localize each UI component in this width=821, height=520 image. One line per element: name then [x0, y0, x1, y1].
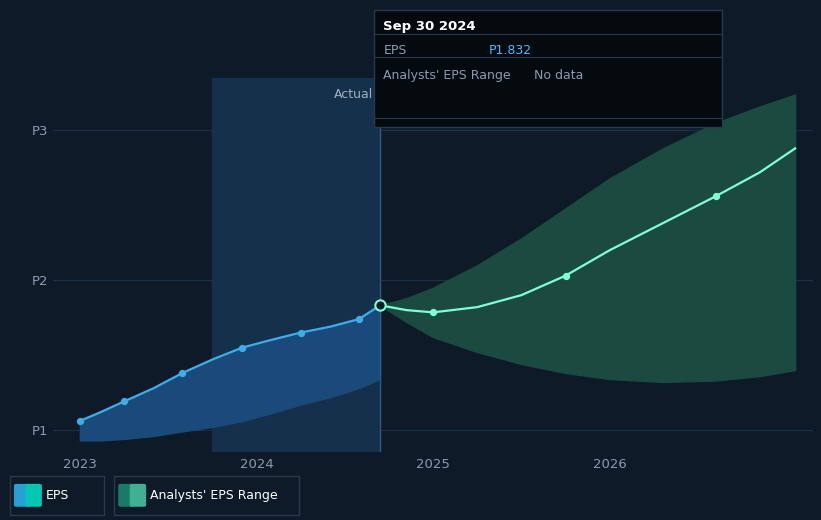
Point — [374, 301, 387, 309]
Bar — [213, 78, 380, 452]
Text: P1.832: P1.832 — [488, 44, 532, 57]
Point — [294, 329, 307, 337]
Point — [709, 192, 722, 201]
Text: EPS: EPS — [46, 489, 69, 502]
Point — [426, 308, 439, 317]
Text: Actual: Actual — [334, 88, 373, 101]
Point — [117, 397, 131, 406]
Text: EPS: EPS — [383, 44, 406, 57]
Point — [73, 417, 86, 425]
Text: Analysts Forecasts: Analysts Forecasts — [388, 88, 503, 101]
Text: Analysts' EPS Range: Analysts' EPS Range — [150, 489, 277, 502]
Point — [176, 369, 189, 377]
Point — [236, 343, 249, 352]
Text: Analysts' EPS Range: Analysts' EPS Range — [383, 69, 511, 82]
Text: Sep 30 2024: Sep 30 2024 — [383, 20, 476, 33]
Point — [352, 315, 365, 323]
Text: No data: No data — [534, 69, 583, 82]
Point — [559, 271, 572, 280]
